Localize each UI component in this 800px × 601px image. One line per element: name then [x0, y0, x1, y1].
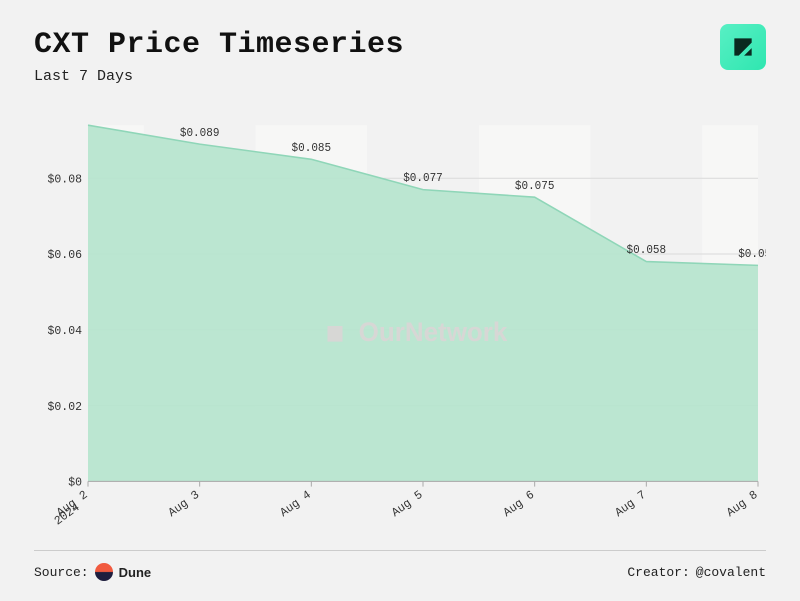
- x-axis-label: Aug 3: [166, 488, 202, 520]
- x-axis-label: Aug 8: [724, 488, 760, 520]
- x-axis-label: Aug 4: [277, 488, 313, 520]
- chart-header: CXT Price Timeseries Last 7 Days: [34, 28, 766, 85]
- source-label: Source:: [34, 565, 89, 580]
- data-point-label: $0.089: [180, 128, 220, 140]
- chart-title: CXT Price Timeseries: [34, 28, 766, 62]
- chart-footer: Source: Dune Creator: @covalent: [34, 550, 766, 581]
- svg-text:$0.04: $0.04: [48, 324, 82, 338]
- svg-text:$0.02: $0.02: [48, 400, 82, 414]
- svg-text:$0: $0: [68, 475, 82, 489]
- data-point-label: $0.058: [627, 245, 667, 257]
- x-axis-label: Aug 7: [612, 488, 648, 520]
- data-point-label: $0.077: [403, 173, 443, 185]
- x-axis-label: Aug 6: [501, 488, 537, 520]
- svg-text:$0.08: $0.08: [48, 172, 82, 186]
- source-name: Dune: [119, 565, 152, 580]
- data-point-label: $0.075: [515, 181, 555, 193]
- dune-icon: [95, 563, 113, 581]
- data-point-label: $0.057: [738, 249, 766, 261]
- watermark: OurNetwork: [359, 317, 508, 348]
- creator-block: Creator: @covalent: [627, 565, 766, 580]
- source-block: Source: Dune: [34, 563, 151, 581]
- svg-text:$0.06: $0.06: [48, 248, 82, 262]
- x-axis-label: Aug 5: [389, 488, 425, 520]
- data-point-label: $0.085: [292, 143, 332, 155]
- chart-subtitle: Last 7 Days: [34, 68, 766, 85]
- chart-area: $0 $0.02 $0.04 $0.06 $0.08 OurNetwork $0.089 $0…: [34, 121, 766, 540]
- creator-value: @covalent: [696, 565, 766, 580]
- brand-icon: [720, 24, 766, 70]
- creator-label: Creator:: [627, 565, 689, 580]
